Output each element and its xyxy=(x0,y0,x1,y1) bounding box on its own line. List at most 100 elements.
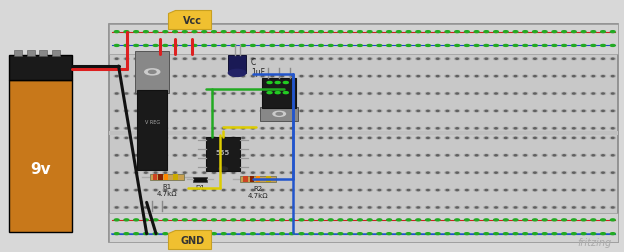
Circle shape xyxy=(338,45,343,47)
Circle shape xyxy=(222,45,226,47)
Circle shape xyxy=(193,138,196,139)
Circle shape xyxy=(241,207,246,209)
Circle shape xyxy=(250,233,255,235)
Bar xyxy=(135,52,169,93)
Circle shape xyxy=(600,110,605,112)
Circle shape xyxy=(222,219,226,221)
Circle shape xyxy=(474,58,479,60)
Circle shape xyxy=(484,32,489,34)
Circle shape xyxy=(192,207,197,209)
Circle shape xyxy=(260,189,265,191)
Circle shape xyxy=(299,137,304,139)
Circle shape xyxy=(310,190,313,191)
Circle shape xyxy=(591,207,596,209)
Circle shape xyxy=(592,59,595,60)
Bar xyxy=(14,51,22,57)
Circle shape xyxy=(435,76,440,78)
Circle shape xyxy=(602,128,604,129)
Circle shape xyxy=(221,93,226,95)
Circle shape xyxy=(182,189,187,191)
Circle shape xyxy=(436,94,439,95)
Circle shape xyxy=(202,110,207,112)
Circle shape xyxy=(532,32,537,34)
Circle shape xyxy=(280,93,285,95)
Circle shape xyxy=(484,76,489,78)
Circle shape xyxy=(154,59,157,60)
Circle shape xyxy=(377,32,382,34)
Circle shape xyxy=(572,93,577,95)
Circle shape xyxy=(377,128,382,130)
Circle shape xyxy=(417,111,419,112)
Circle shape xyxy=(552,172,557,174)
Circle shape xyxy=(309,110,314,112)
Circle shape xyxy=(275,92,280,94)
Circle shape xyxy=(456,94,459,95)
Circle shape xyxy=(164,190,167,191)
Circle shape xyxy=(464,233,469,235)
Circle shape xyxy=(474,219,479,221)
Circle shape xyxy=(544,207,546,208)
Circle shape xyxy=(193,190,196,191)
Circle shape xyxy=(300,190,303,191)
Circle shape xyxy=(524,190,527,191)
Circle shape xyxy=(318,207,323,209)
Circle shape xyxy=(386,189,391,191)
Circle shape xyxy=(328,128,333,130)
Circle shape xyxy=(260,207,265,209)
Circle shape xyxy=(406,137,411,139)
Circle shape xyxy=(534,111,536,112)
Circle shape xyxy=(291,138,293,139)
Circle shape xyxy=(173,172,178,174)
Circle shape xyxy=(602,59,604,60)
Circle shape xyxy=(261,111,264,112)
Circle shape xyxy=(271,128,273,129)
Circle shape xyxy=(407,207,410,208)
Circle shape xyxy=(435,93,440,95)
Circle shape xyxy=(573,94,575,95)
Circle shape xyxy=(397,76,400,77)
Circle shape xyxy=(523,233,528,235)
Circle shape xyxy=(553,94,555,95)
Circle shape xyxy=(299,76,304,78)
Circle shape xyxy=(610,155,615,157)
Circle shape xyxy=(563,111,565,112)
Circle shape xyxy=(213,128,215,129)
Circle shape xyxy=(591,58,596,60)
Circle shape xyxy=(514,138,517,139)
Circle shape xyxy=(212,155,217,157)
Circle shape xyxy=(231,93,236,95)
Circle shape xyxy=(231,45,236,47)
Bar xyxy=(109,213,618,242)
Circle shape xyxy=(455,189,460,191)
Circle shape xyxy=(485,138,487,139)
Circle shape xyxy=(455,93,460,95)
Circle shape xyxy=(125,155,128,156)
Circle shape xyxy=(436,172,439,173)
Circle shape xyxy=(406,128,411,130)
Circle shape xyxy=(144,207,149,209)
Circle shape xyxy=(368,59,371,60)
Circle shape xyxy=(427,59,429,60)
Circle shape xyxy=(485,94,487,95)
Circle shape xyxy=(339,59,342,60)
Circle shape xyxy=(163,189,168,191)
Circle shape xyxy=(318,137,323,139)
Circle shape xyxy=(309,207,314,209)
Circle shape xyxy=(280,233,285,235)
Circle shape xyxy=(291,128,293,129)
Circle shape xyxy=(135,172,137,173)
Circle shape xyxy=(513,137,518,139)
Circle shape xyxy=(600,207,605,209)
Circle shape xyxy=(251,128,254,129)
Circle shape xyxy=(505,76,507,77)
Circle shape xyxy=(406,45,411,47)
Circle shape xyxy=(310,111,313,112)
Circle shape xyxy=(338,93,343,95)
Circle shape xyxy=(134,233,139,235)
Circle shape xyxy=(115,172,118,173)
Circle shape xyxy=(290,110,295,112)
Circle shape xyxy=(388,155,390,156)
Circle shape xyxy=(135,128,137,129)
Circle shape xyxy=(349,76,351,77)
Circle shape xyxy=(250,172,255,174)
